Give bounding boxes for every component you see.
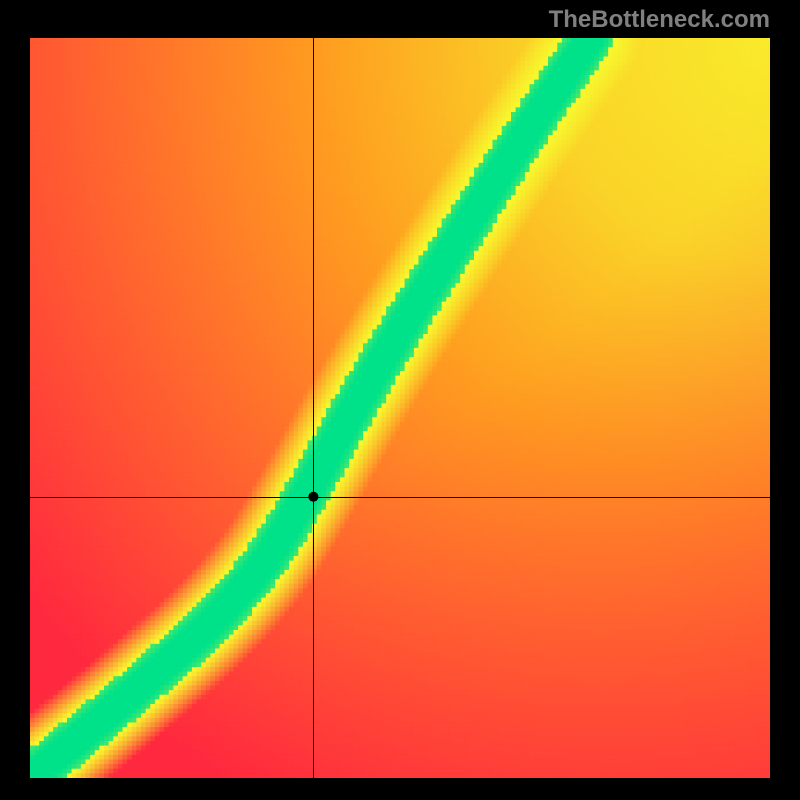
chart-container: TheBottleneck.com bbox=[0, 0, 800, 800]
watermark-text: TheBottleneck.com bbox=[549, 6, 770, 34]
bottleneck-heatmap bbox=[30, 38, 770, 778]
plot-area bbox=[30, 38, 770, 778]
